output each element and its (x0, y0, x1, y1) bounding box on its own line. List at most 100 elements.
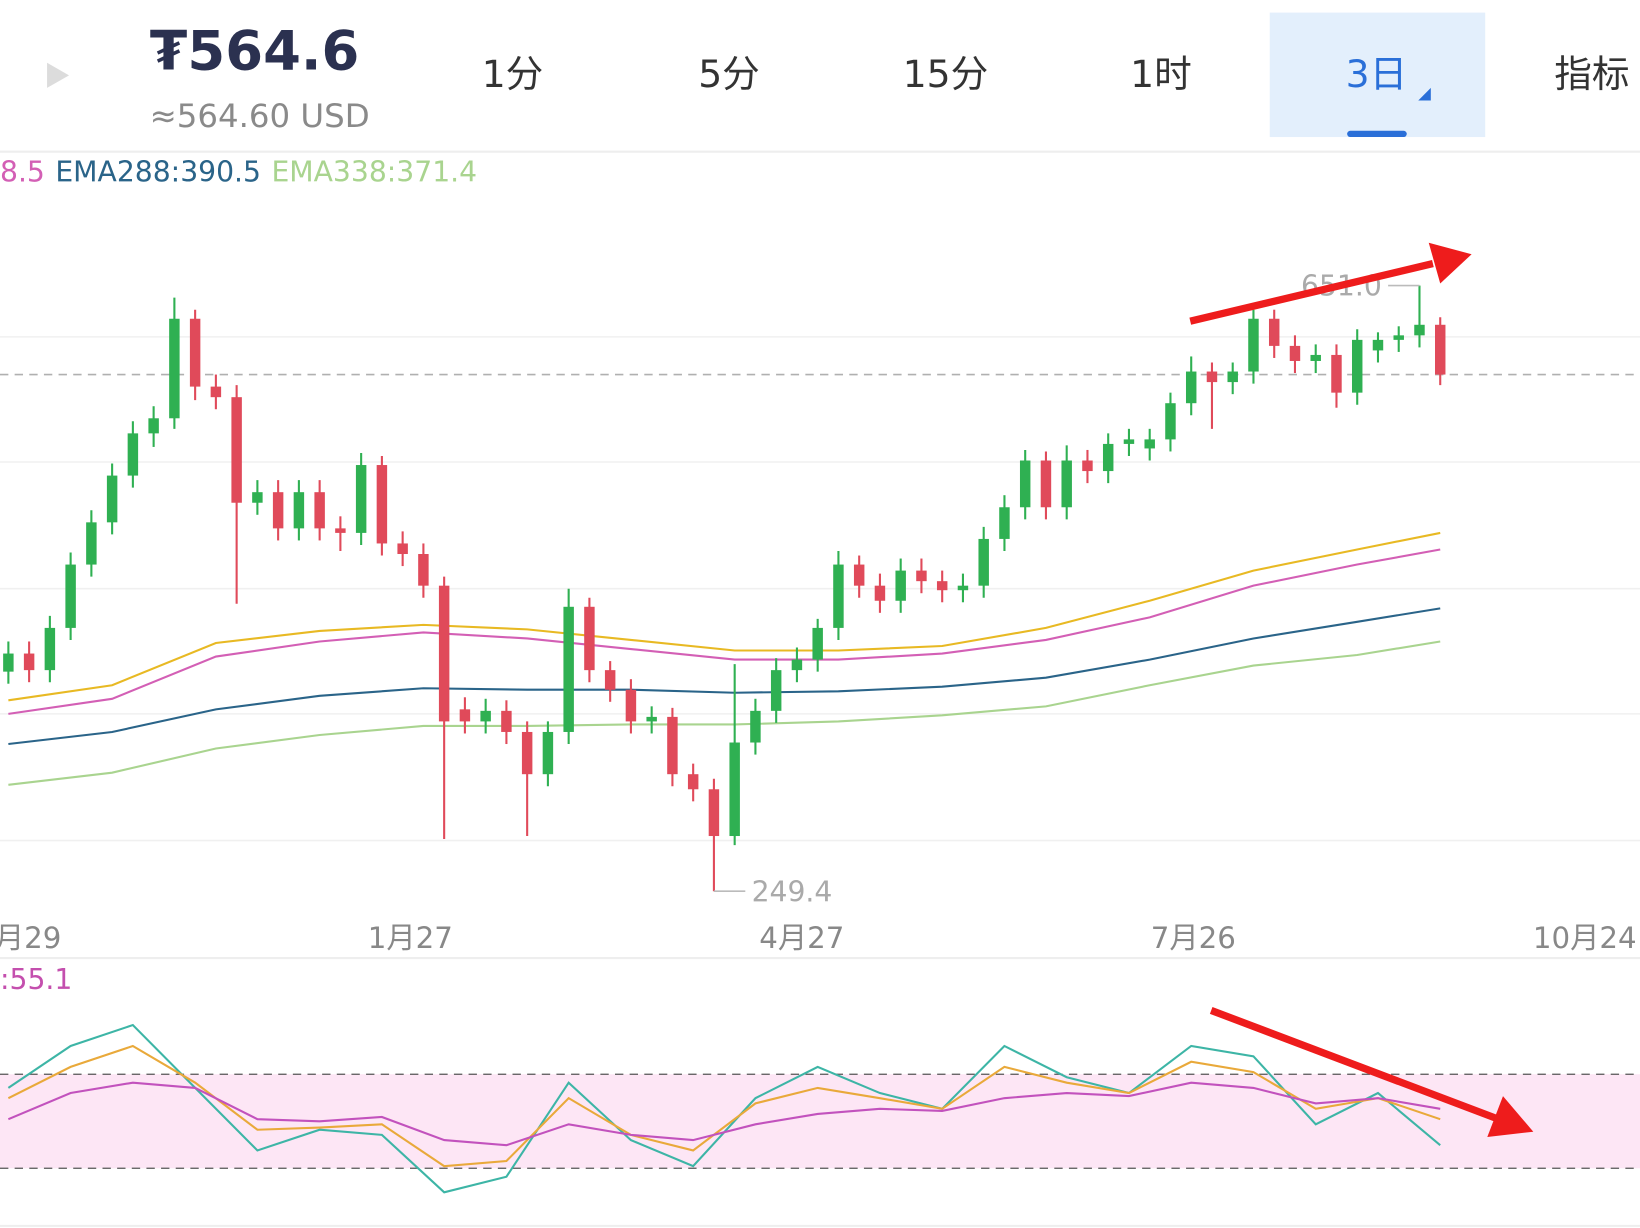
arrow-line (1209, 1006, 1497, 1122)
candle-body (563, 606, 574, 732)
candle-body (459, 709, 471, 722)
candle-body (3, 653, 14, 672)
active-tab-bg (1269, 12, 1486, 138)
candle-body (1102, 443, 1114, 472)
candle-body (231, 397, 242, 503)
candle-body (501, 710, 512, 732)
rsi-line (7, 1081, 1441, 1147)
candle-body (272, 492, 284, 529)
x-tick-label: 1月27 (368, 921, 453, 955)
extreme-label: 249.4 (752, 875, 833, 908)
candle-body (916, 570, 927, 582)
candle-body (252, 492, 263, 503)
candle-body (853, 564, 865, 586)
ema-line (8, 548, 1441, 715)
ema-line (8, 531, 1441, 702)
tab[interactable]: 1分 (482, 52, 544, 96)
candle-body (418, 554, 429, 586)
tab[interactable]: 1时 (1130, 52, 1192, 96)
annotation-arrows (1189, 242, 1534, 1137)
candle-body (978, 538, 989, 586)
candle-body (293, 492, 305, 529)
candle-body (833, 564, 844, 628)
candle-body (1414, 324, 1425, 336)
tab[interactable]: 5分 (698, 52, 760, 96)
candle-body (397, 543, 408, 555)
candle-body (1351, 339, 1363, 393)
header: ₮564.6 ≈564.60 USD 1分 5分 15分 1时 3日 指标 (47, 12, 1630, 138)
candle-body (189, 318, 201, 387)
candle-body (936, 581, 948, 591)
x-tick-label: 0月29 (0, 921, 61, 955)
candle-body (1165, 403, 1176, 440)
candle-body (604, 670, 616, 690)
arrow-head (1428, 242, 1472, 284)
tab[interactable]: 15分 (903, 52, 989, 96)
x-tick-label: 4月27 (759, 921, 844, 955)
legend-entry: 8.5 (0, 156, 45, 189)
candle-body (1372, 339, 1384, 351)
rsi-band (0, 1074, 1640, 1169)
arrow-head (1487, 1096, 1534, 1137)
candle-body (1123, 439, 1135, 444)
rsi-line (7, 1044, 1441, 1168)
candle-body (999, 507, 1010, 539)
candle-body (1061, 460, 1072, 508)
candle-body (646, 716, 657, 722)
candle-body (770, 670, 782, 711)
price: ₮564.6 (150, 20, 360, 83)
candle-body (1393, 335, 1404, 340)
candle-body (521, 731, 533, 775)
candle-body (1310, 354, 1321, 361)
candle-body (127, 433, 139, 476)
candle-body (895, 570, 906, 601)
x-tick-label: 7月26 (1151, 921, 1236, 955)
candle-body (335, 528, 346, 533)
candle-body (708, 789, 720, 837)
active-tab-underline (1347, 130, 1407, 138)
candle-body (1248, 318, 1259, 372)
candle-body (729, 742, 740, 837)
candle-body (687, 774, 699, 790)
legend-entry: EMA338:371.4 (271, 156, 477, 189)
candle-body (23, 653, 35, 671)
arrow-line (1189, 260, 1434, 325)
candle-body (355, 465, 367, 533)
candle-body (86, 522, 97, 565)
candle-body (148, 418, 159, 434)
candle-body (1144, 439, 1155, 449)
candle-body (791, 659, 803, 671)
play-icon[interactable] (47, 62, 70, 88)
candle-body (210, 386, 222, 398)
candle-body (1435, 324, 1446, 375)
candle-body (542, 731, 554, 775)
candle-body (438, 585, 450, 722)
tab[interactable]: 3日 (1346, 52, 1408, 96)
candle-body (1268, 318, 1280, 346)
tab[interactable]: 指标 (1554, 52, 1629, 96)
candle-body (376, 465, 388, 544)
rsi-legend: :55.1 (0, 963, 72, 996)
candle-body (480, 710, 491, 722)
candle-body (957, 585, 969, 591)
candle-body (314, 492, 325, 529)
candle-body (1019, 460, 1031, 508)
approx-price: ≈564.60 USD (150, 97, 370, 135)
candle-body (1040, 460, 1052, 508)
candle-body (750, 710, 761, 743)
candle-body (584, 606, 595, 671)
chart-layer: 249.4651.08.5EMA288:390.5EMA338:371.40月2… (0, 156, 1640, 1194)
candle-body (44, 627, 56, 671)
candle-body (1289, 345, 1301, 361)
candle-body (65, 564, 76, 628)
candle-body (1227, 371, 1238, 383)
candle-body (667, 716, 678, 775)
candle-body (1331, 354, 1342, 393)
candle-body (625, 689, 637, 722)
candle-body (1082, 460, 1093, 472)
x-tick-label: 10月24 (1533, 921, 1637, 955)
legend-entry: EMA288:390.5 (55, 156, 261, 189)
